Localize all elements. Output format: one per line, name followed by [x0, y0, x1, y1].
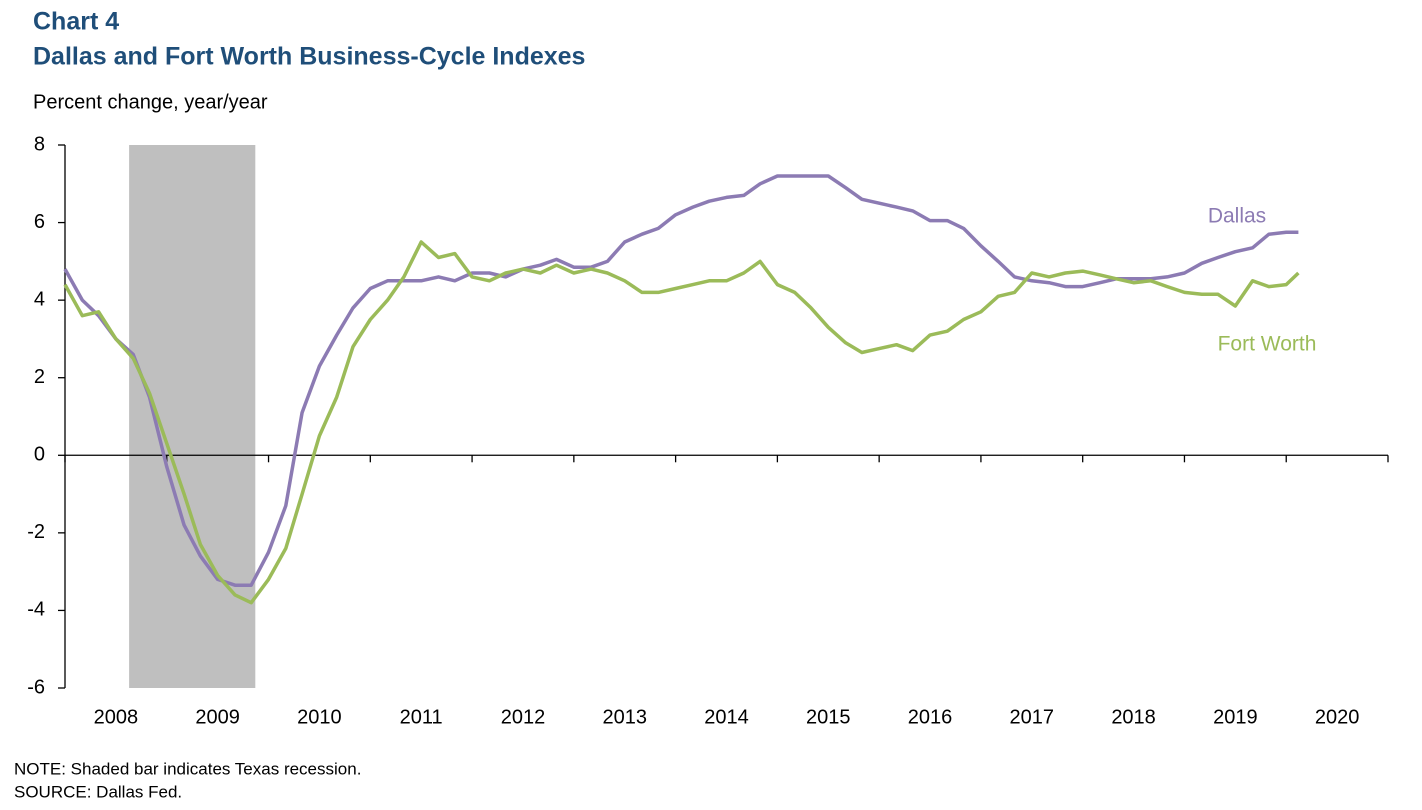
x-tick-label: 2011	[400, 706, 443, 728]
y-axis-label: Percent change, year/year	[33, 91, 268, 113]
y-tick-label: 4	[34, 288, 45, 310]
series-label: Dallas	[1208, 205, 1266, 228]
series-label: Fort Worth	[1218, 333, 1317, 356]
x-tick-label: 2013	[602, 706, 647, 728]
x-tick-label: 2014	[704, 706, 749, 728]
chart-title: Dallas and Fort Worth Business-Cycle Ind…	[33, 43, 585, 71]
source: SOURCE: Dallas Fed.	[14, 782, 182, 801]
x-tick-label: 2016	[908, 706, 953, 728]
note: NOTE: Shaded bar indicates Texas recessi…	[14, 759, 361, 778]
chart-label: Chart 4	[33, 8, 119, 36]
series-line	[63, 240, 1300, 605]
y-tick-label: 2	[34, 366, 45, 388]
y-tick-label: 6	[34, 211, 45, 233]
y-tick-label: 8	[34, 133, 45, 155]
x-tick-label: 2012	[501, 706, 546, 728]
x-tick-label: 2017	[1010, 706, 1055, 728]
y-tick-label: -4	[27, 599, 45, 621]
x-tick-label: 2015	[806, 706, 851, 728]
x-tick-label: 2018	[1111, 706, 1156, 728]
x-tick-label: 2020	[1315, 706, 1360, 728]
y-tick-label: -2	[27, 521, 45, 543]
y-tick-label: -6	[27, 676, 45, 698]
recession-shade	[129, 145, 256, 688]
series-line	[63, 174, 1299, 587]
x-tick-label: 2008	[94, 706, 139, 728]
y-tick-label: 0	[34, 444, 45, 466]
x-tick-label: 2019	[1213, 706, 1258, 728]
x-tick-label: 2010	[297, 706, 342, 728]
x-tick-label: 2009	[195, 706, 240, 728]
